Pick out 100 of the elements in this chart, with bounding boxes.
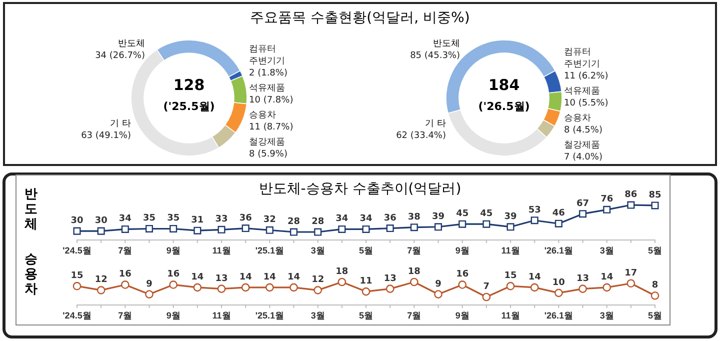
point (578, 210, 587, 218)
data-label: 28 (287, 217, 300, 227)
data-label: 45 (456, 209, 469, 220)
data-label: 86 (624, 190, 638, 200)
point (241, 283, 250, 292)
slice-label: 승용차 (249, 110, 276, 121)
point (97, 227, 105, 235)
data-label: 34 (26.7%) (95, 51, 145, 61)
point (554, 288, 563, 298)
point (602, 283, 611, 292)
data-label: 7 (483, 282, 490, 292)
text: 184 (488, 76, 520, 94)
data-label: 53 (528, 205, 541, 216)
data-label: 67 (576, 198, 590, 209)
data-label: 35 (167, 214, 180, 224)
y-axis-title: 반도체 (24, 187, 38, 232)
point (362, 287, 370, 296)
data-label: 11 (360, 276, 372, 287)
point (242, 224, 250, 232)
data-label: 8 (5.9%) (249, 150, 288, 160)
data-label: 46 (552, 208, 565, 219)
data-label: 14 (600, 272, 614, 282)
slice-label: 석유제품 (249, 84, 285, 94)
data-label: 14 (263, 272, 276, 282)
data-label: 10 (5.5%) (564, 98, 608, 108)
x-tick-label: 11월 (212, 310, 231, 320)
slice-label: 반도체 (433, 39, 460, 49)
data-label: 36 (384, 213, 396, 224)
slice-label: 기 타 (425, 119, 446, 129)
x-tick-label: 5월 (648, 310, 662, 320)
point (121, 225, 129, 233)
data-label: 17 (624, 268, 638, 278)
point (482, 292, 491, 302)
x-tick-label: 11월 (501, 310, 520, 320)
point (121, 280, 130, 289)
data-label: 28 (312, 217, 324, 227)
y-axis-title: 승용차 (24, 252, 38, 297)
data-label: 30 (70, 216, 84, 226)
x-tick-label: '24.5월 (62, 245, 92, 256)
point (169, 280, 178, 289)
point (338, 278, 346, 286)
slice-label: 컴퓨터 주변기기 (249, 44, 285, 67)
data-label: 7 (4.0%) (564, 152, 602, 162)
data-label: 85 (648, 190, 662, 200)
x-tick-label: 7월 (407, 310, 422, 320)
slice-label: 승용차 (564, 113, 591, 124)
x-tick-label: '24.5월 (62, 310, 92, 320)
data-label: 36 (239, 213, 252, 224)
chart-title: 반도체-승용차 수출추이(억달러) (258, 181, 462, 197)
text: ('25.5월) (163, 100, 215, 113)
data-label: 2 (1.8%) (249, 68, 288, 79)
x-tick-label: 3월 (600, 310, 614, 320)
point (410, 278, 418, 286)
x-tick-label: 5월 (358, 245, 374, 256)
point (410, 224, 418, 232)
data-label: 16 (456, 270, 469, 280)
data-label: 12 (312, 275, 324, 286)
point (145, 224, 154, 233)
data-label: 34 (360, 214, 372, 224)
x-tick-label: 5월 (648, 245, 662, 256)
data-label: 14 (239, 272, 252, 282)
point (362, 225, 370, 233)
point (266, 226, 274, 234)
data-label: 45 (480, 209, 493, 220)
data-label: 15 (504, 271, 517, 282)
point (506, 223, 514, 231)
point (217, 284, 226, 293)
data-label: 8 (652, 280, 658, 291)
point (530, 216, 538, 224)
data-label: 18 (336, 267, 348, 277)
data-label: 16 (167, 270, 180, 280)
point (650, 291, 660, 300)
point (193, 283, 202, 292)
data-label: 18 (408, 267, 420, 277)
data-label: 13 (384, 274, 396, 284)
point (626, 279, 636, 288)
x-tick-label: '25.1월 (255, 310, 284, 320)
point (266, 283, 274, 292)
data-label: 11 (8.7%) (249, 122, 294, 133)
data-label: 10 (7.8%) (249, 96, 294, 106)
point (458, 280, 466, 289)
text: 주요품목 수출현황(억달러, 비중%) (250, 10, 470, 26)
point (72, 282, 82, 290)
slice-label: 석유제품 (564, 86, 600, 96)
x-tick-label: 9월 (166, 310, 180, 320)
x-tick-label: '26.1월 (544, 310, 574, 320)
data-label: 33 (215, 214, 228, 225)
x-tick-label: 11월 (501, 245, 520, 256)
point (290, 283, 298, 292)
point (386, 224, 394, 232)
point (170, 224, 178, 233)
slice-label: 기 타 (110, 119, 131, 129)
data-label: 8 (4.5%) (564, 125, 602, 136)
point (578, 284, 587, 293)
data-label: 34 (336, 214, 348, 224)
x-tick-label: '25.1월 (255, 245, 284, 256)
slice-label: 반도체 (118, 39, 145, 49)
data-label: 15 (70, 271, 84, 282)
data-label: 32 (263, 215, 276, 226)
point (554, 220, 562, 228)
